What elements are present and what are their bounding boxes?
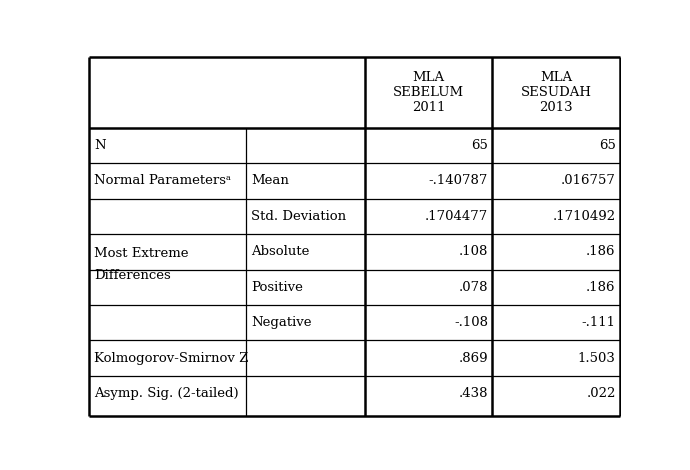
Text: .022: .022 [586,387,615,400]
Text: Kolmogorov-Smirnov Z: Kolmogorov-Smirnov Z [95,352,248,365]
Text: .438: .438 [459,387,489,400]
Text: -.140787: -.140787 [429,174,489,188]
Text: .186: .186 [586,281,615,294]
Text: .078: .078 [459,281,489,294]
Text: .186: .186 [586,245,615,258]
Text: MLA
SESUDAH
2013: MLA SESUDAH 2013 [521,71,592,114]
Text: .108: .108 [459,245,489,258]
Text: -.108: -.108 [454,316,489,329]
Text: 1.503: 1.503 [578,352,615,365]
Text: Std. Deviation: Std. Deviation [251,210,346,223]
Text: .016757: .016757 [561,174,615,188]
Text: 65: 65 [599,139,615,152]
Text: Asymp. Sig. (2-tailed): Asymp. Sig. (2-tailed) [95,387,239,400]
Text: Differences: Differences [95,269,171,282]
Text: Mean: Mean [251,174,289,188]
Text: N: N [95,139,106,152]
Text: MLA
SEBELUM
2011: MLA SEBELUM 2011 [393,71,464,114]
Text: Absolute: Absolute [251,245,309,258]
Text: .1710492: .1710492 [553,210,615,223]
Text: Positive: Positive [251,281,303,294]
Text: Most Extreme: Most Extreme [95,247,189,260]
Text: .869: .869 [459,352,489,365]
Text: -.111: -.111 [582,316,615,329]
Text: Negative: Negative [251,316,311,329]
Text: .1704477: .1704477 [425,210,489,223]
Text: Normal Parametersᵃ: Normal Parametersᵃ [95,174,231,188]
Text: 65: 65 [471,139,489,152]
